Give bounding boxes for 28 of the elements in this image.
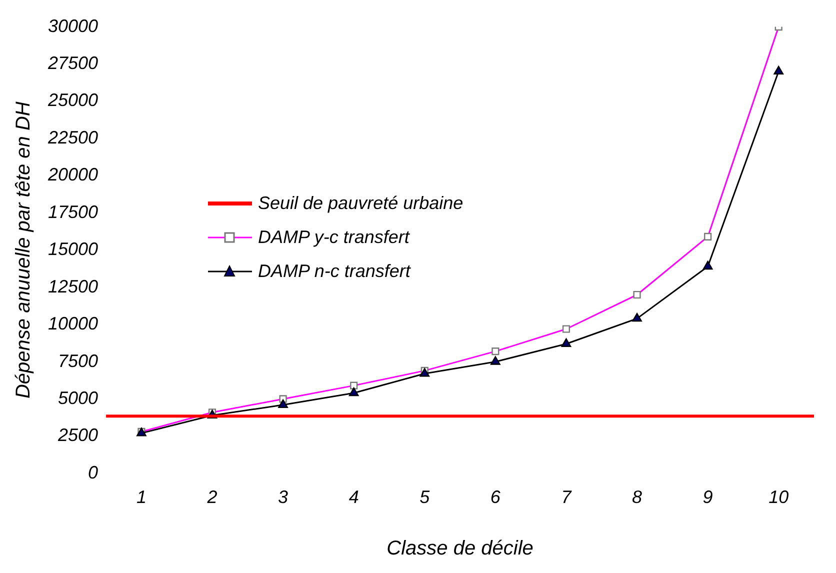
y-tick-label: 2500 — [57, 425, 98, 446]
y-tick-label: 12500 — [48, 276, 98, 296]
x-tick-label: 1 — [136, 487, 146, 508]
y-tick-label: 17500 — [48, 202, 98, 222]
x-tick-label: 8 — [632, 487, 642, 508]
y-tick-label: 27500 — [46, 53, 98, 74]
y-tick-label: 10000 — [48, 314, 98, 334]
y-tick-label: 20000 — [46, 164, 98, 185]
x-tick-label: 10 — [768, 487, 789, 508]
legend-label: Seuil de pauvreté urbaine — [258, 192, 464, 214]
legend-label: DAMP n-c transfert — [258, 260, 410, 282]
y-tick-label: 22500 — [46, 127, 98, 148]
x-tick-label: 9 — [702, 487, 713, 508]
x-tick-label: 7 — [561, 487, 572, 508]
y-axis-title: Dépense anuuelle par tête en DH — [12, 101, 35, 399]
x-tick-label: 6 — [490, 487, 502, 508]
y-tick-label: 15000 — [48, 239, 98, 260]
y-tick-label: 5000 — [58, 388, 98, 408]
y-tick-label: 7500 — [58, 350, 98, 371]
x-tick-label: 4 — [348, 487, 359, 508]
x-axis-title: Classe de décile — [386, 538, 534, 560]
y-tick-label: 0 — [88, 462, 98, 482]
y-tick-label: 25000 — [46, 90, 98, 110]
x-tick-label: 2 — [206, 487, 218, 508]
legend-label: DAMP y-c transfert — [258, 226, 410, 248]
y-tick-label: 30000 — [48, 16, 98, 36]
x-tick-label: 5 — [420, 487, 431, 508]
x-tick-label: 3 — [278, 487, 288, 508]
